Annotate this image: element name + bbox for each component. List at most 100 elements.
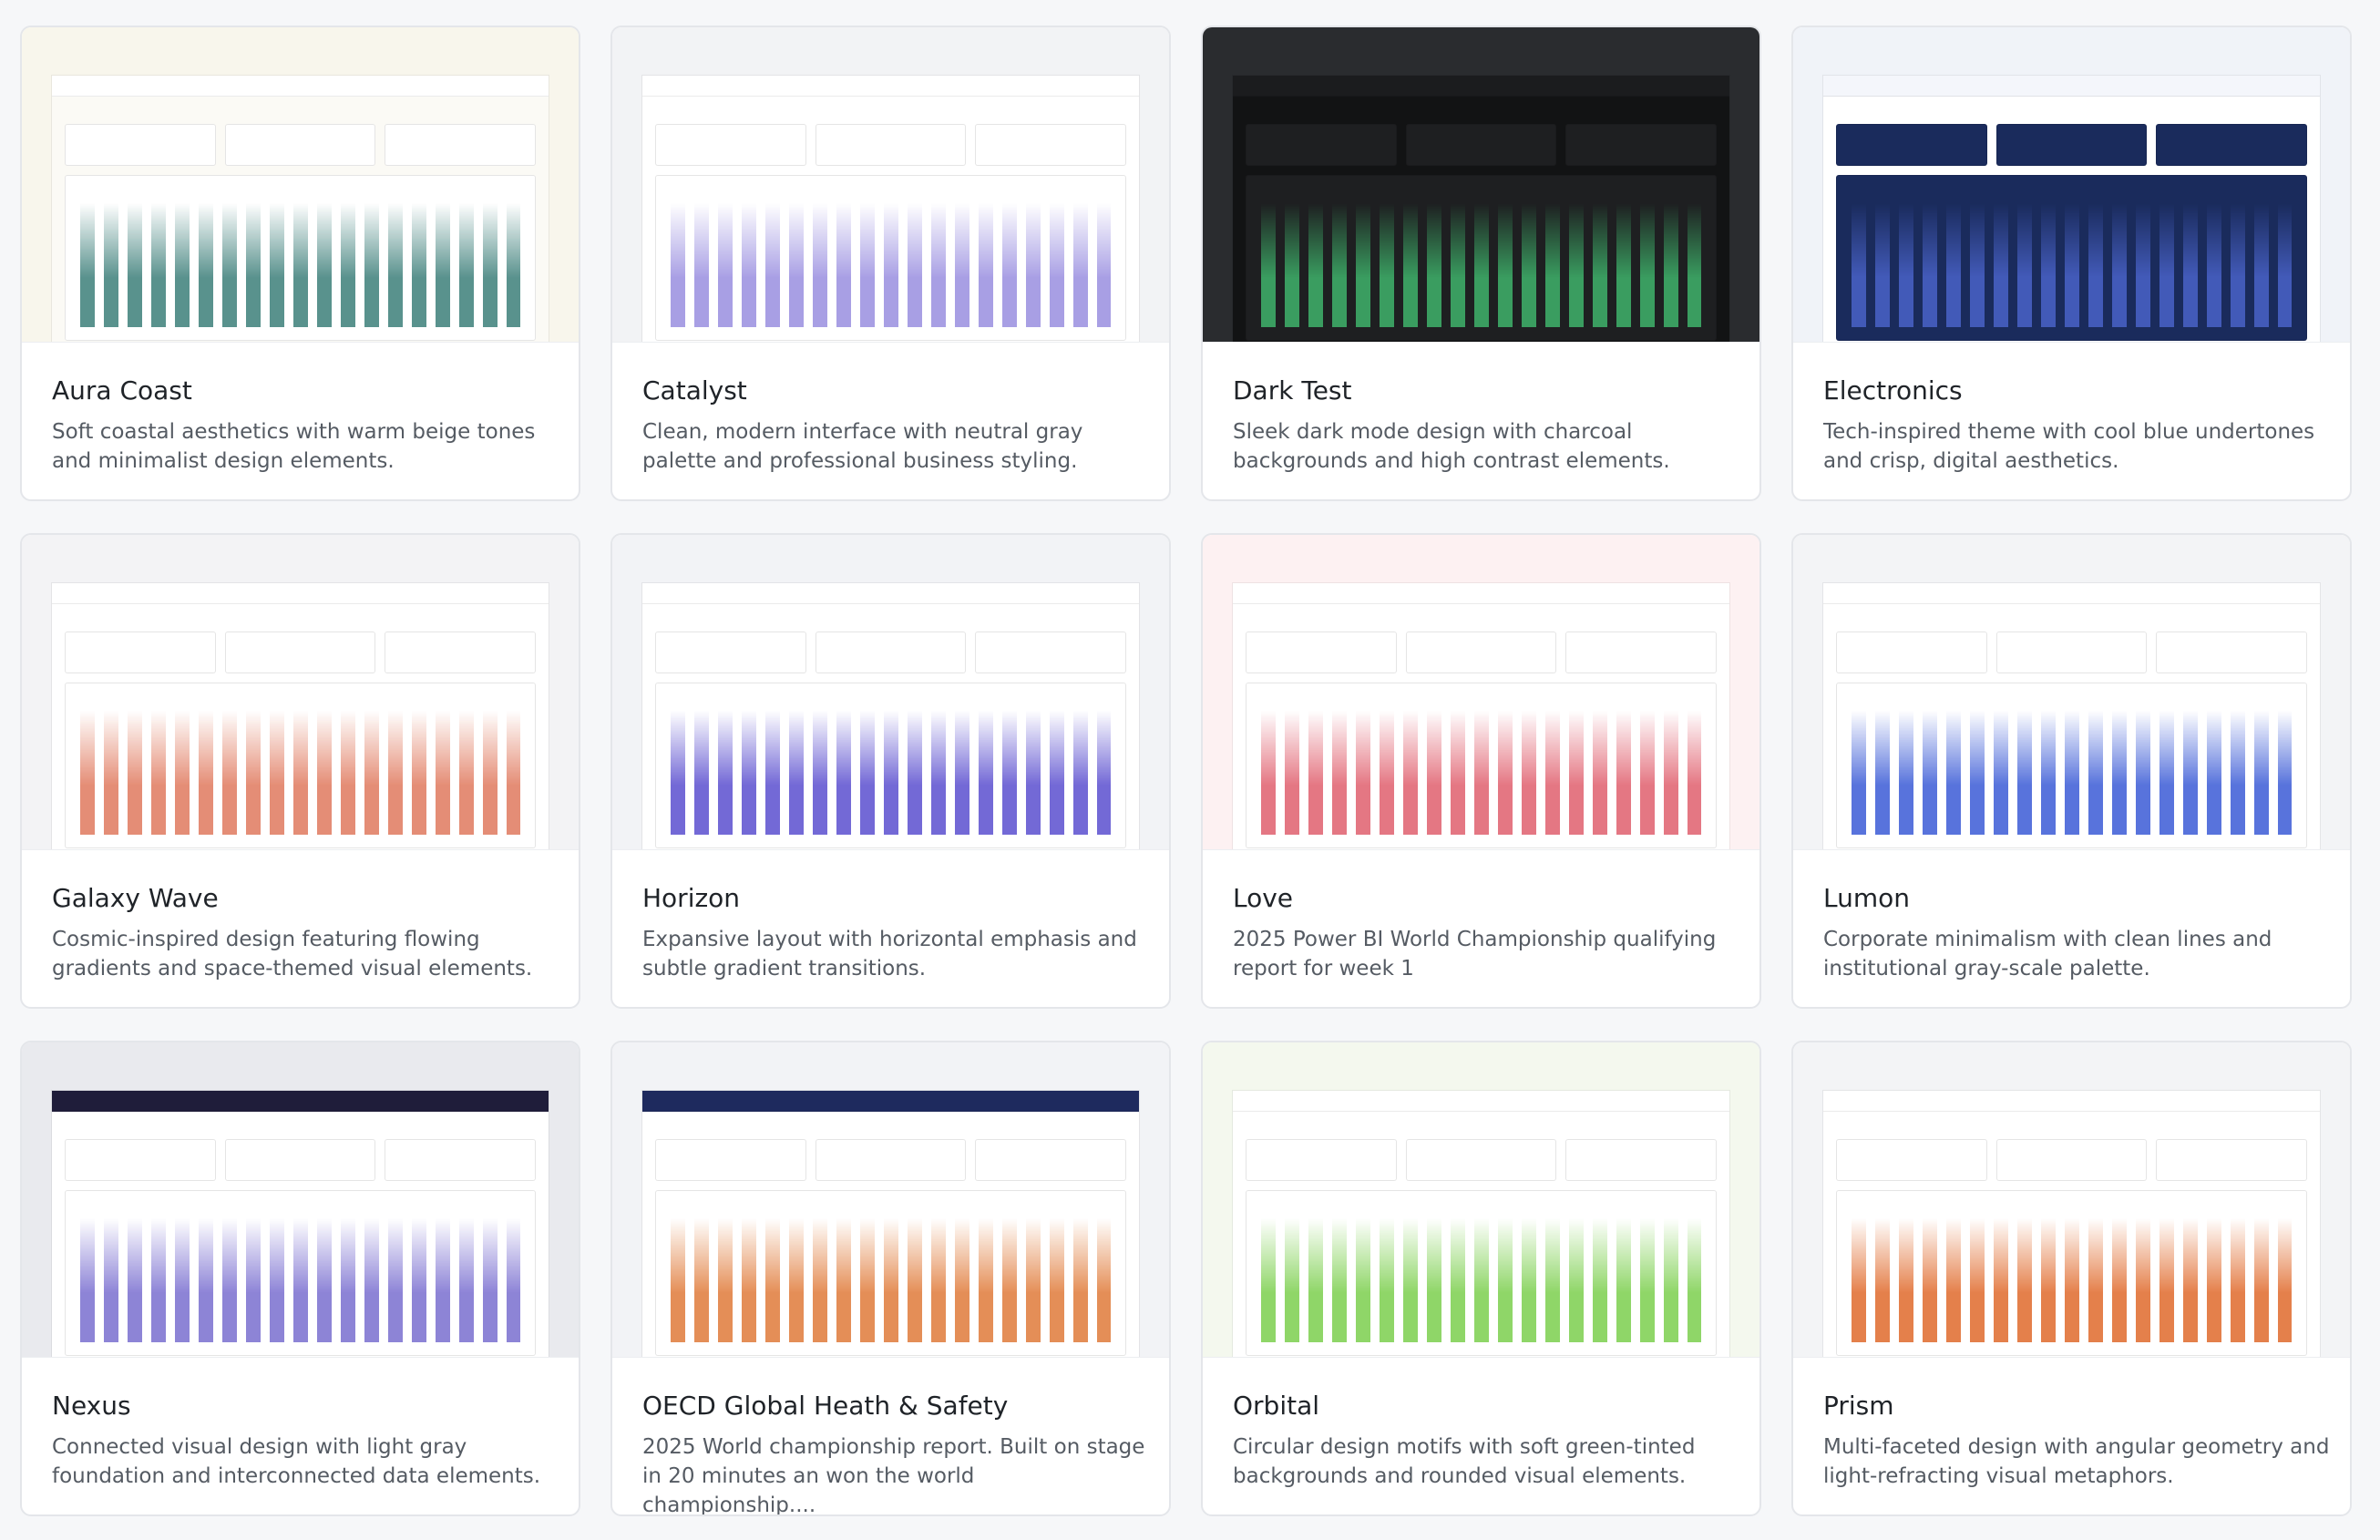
preview-header [52,583,549,604]
card-description: Tech-inspired theme with cool blue under… [1823,420,2315,473]
preview-kpis [655,1139,1127,1181]
card-title: Catalyst [642,375,747,406]
theme-card[interactable]: Galaxy Wave Cosmic-inspired design featur… [20,533,580,1009]
preview-kpi [1836,124,1987,166]
dashboard-preview [52,583,549,849]
thumbnail [22,535,579,850]
dashboard-preview [1823,583,2320,849]
theme-card[interactable]: Aura Coast Soft coastal aesthetics with w… [20,26,580,501]
dashboard-preview [1233,76,1729,342]
theme-card[interactable]: Horizon Expansive layout with horizontal … [610,533,1171,1009]
preview-kpi [1836,631,1987,673]
dashboard-preview [1233,583,1729,849]
theme-card[interactable]: Orbital Circular design motifs with soft … [1201,1041,1761,1516]
preview-chart [1836,1190,2307,1356]
card-title: Prism [1823,1391,1894,1421]
card-description: Circular design motifs with soft green-t… [1233,1435,1696,1488]
preview-kpi [224,631,376,673]
card-title: Lumon [1823,883,1911,913]
preview-chart [1836,175,2307,341]
card-description: Multi-faceted design with angular geomet… [1823,1435,2330,1488]
card-description: 2025 Power BI World Championship qualify… [1233,928,1717,980]
thumbnail [1203,535,1759,850]
preview-header [1823,1091,2320,1112]
preview-kpi [1246,631,1397,673]
card-description: Clean, modern interface with neutral gra… [642,420,1083,473]
dashboard-preview [642,76,1139,342]
preview-chart [1246,683,1717,848]
preview-header [1823,76,2320,97]
preview-plot [671,711,1111,835]
preview-kpi [1405,631,1557,673]
preview-kpi [385,124,537,166]
preview-kpi [65,1139,216,1181]
preview-header [1233,76,1729,97]
thumbnail [612,1042,1169,1358]
thumbnail [612,535,1169,850]
preview-header [1823,583,2320,604]
card-title: Horizon [642,883,741,913]
preview-kpi [385,631,537,673]
preview-plot [80,1218,520,1342]
preview-chart [65,1190,536,1356]
preview-plot [671,203,1111,327]
preview-kpi [1405,1139,1557,1181]
preview-kpis [1836,124,2308,166]
card-description: 2025 World championship report. Built on… [642,1435,1145,1516]
theme-card[interactable]: OECD Global Heath & Safety 2025 World cha… [610,1041,1171,1516]
preview-kpis [1836,631,2308,673]
theme-card[interactable]: Prism Multi-faceted design with angular g… [1791,1041,2352,1516]
preview-kpi [1565,124,1718,166]
preview-chart [1836,683,2307,848]
preview-chart [65,175,536,341]
theme-card[interactable]: Catalyst Clean, modern interface with neu… [610,26,1171,501]
card-title: Orbital [1233,1391,1320,1421]
card-title: OECD Global Heath & Safety [642,1391,1009,1421]
preview-chart [655,1190,1126,1356]
theme-card[interactable]: Dark Test Sleek dark mode design with cha… [1201,26,1761,501]
dashboard-preview [52,76,549,342]
thumbnail [1793,535,2350,850]
preview-kpi [975,631,1127,673]
preview-chart [655,175,1126,341]
preview-header [52,1091,549,1112]
preview-kpis [1246,631,1718,673]
preview-kpi [1995,631,2148,673]
thumbnail [1793,1042,2350,1358]
thumbnail [22,27,579,343]
preview-header [642,76,1139,97]
preview-kpis [1246,1139,1718,1181]
preview-kpis [655,631,1127,673]
preview-kpi [975,1139,1127,1181]
preview-kpi [2156,124,2308,166]
thumbnail [1793,27,2350,343]
card-description: Sleek dark mode design with charcoal bac… [1233,420,1670,473]
theme-card[interactable]: Electronics Tech-inspired theme with cool… [1791,26,2352,501]
preview-header [642,583,1139,604]
preview-plot [1852,711,2292,835]
card-title: Dark Test [1233,375,1352,406]
theme-card[interactable]: Love 2025 Power BI World Championship qua… [1201,533,1761,1009]
preview-kpi [975,124,1127,166]
preview-kpi [815,124,967,166]
preview-kpi [65,631,216,673]
preview-kpis [65,631,537,673]
preview-chart [655,683,1126,848]
preview-chart [1246,175,1717,341]
preview-plot [1261,203,1701,327]
preview-chart [1246,1190,1717,1356]
preview-header [1233,583,1729,604]
theme-card[interactable]: Nexus Connected visual design with light … [20,1041,580,1516]
card-description: Cosmic-inspired design featuring flowing… [52,928,533,980]
card-title: Love [1233,883,1294,913]
card-title: Nexus [52,1391,131,1421]
preview-kpi [815,1139,967,1181]
preview-chart [65,683,536,848]
theme-card[interactable]: Lumon Corporate minimalism with clean lin… [1791,533,2352,1009]
preview-kpi [224,1139,376,1181]
card-description: Corporate minimalism with clean lines an… [1823,928,2272,980]
preview-kpis [65,124,537,166]
preview-kpi [815,631,967,673]
preview-kpis [1246,124,1718,166]
preview-kpi [1836,1139,1987,1181]
